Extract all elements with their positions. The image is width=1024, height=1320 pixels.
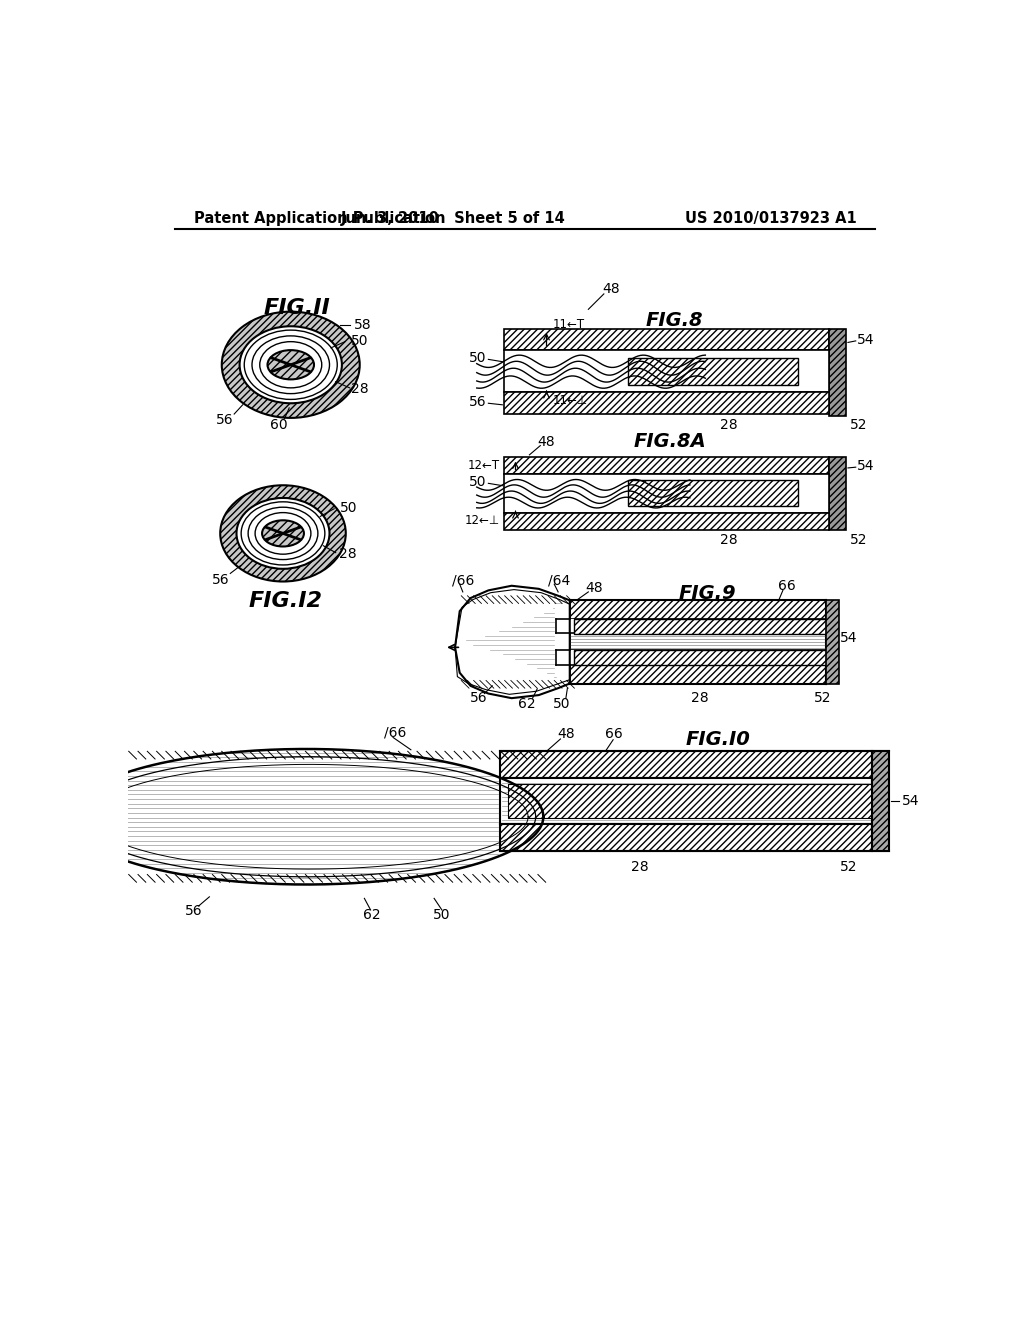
Bar <box>829 457 847 529</box>
Text: 54: 54 <box>901 795 919 808</box>
Text: 66: 66 <box>605 727 623 742</box>
Text: 12←⊥: 12←⊥ <box>465 513 500 527</box>
Text: FIG.I2: FIG.I2 <box>248 591 323 611</box>
Text: 28: 28 <box>720 533 737 548</box>
Bar <box>829 329 847 416</box>
Bar <box>504 329 829 350</box>
Text: 52: 52 <box>840 859 857 874</box>
Ellipse shape <box>240 326 342 404</box>
Text: 62: 62 <box>518 697 536 710</box>
Text: 28: 28 <box>691 692 709 705</box>
Bar <box>504 392 829 414</box>
Text: 66: 66 <box>778 578 796 593</box>
Text: 58: 58 <box>354 318 372 331</box>
Ellipse shape <box>237 498 330 569</box>
Text: FIG.8A: FIG.8A <box>633 432 707 451</box>
Text: Jun. 3, 2010   Sheet 5 of 14: Jun. 3, 2010 Sheet 5 of 14 <box>341 211 566 226</box>
Text: 50: 50 <box>351 334 369 348</box>
Text: 54: 54 <box>840 631 857 645</box>
Bar <box>504 350 829 392</box>
Text: Patent Application Publication: Patent Application Publication <box>194 211 445 226</box>
Bar <box>573 619 825 635</box>
Bar <box>500 751 872 779</box>
Text: 50: 50 <box>433 908 451 923</box>
Bar <box>573 649 825 665</box>
Text: 11←⊥: 11←⊥ <box>553 393 588 407</box>
Bar <box>628 358 799 385</box>
Text: 28: 28 <box>720 418 737 432</box>
Text: US 2010/0137923 A1: US 2010/0137923 A1 <box>685 211 856 226</box>
Ellipse shape <box>267 350 314 379</box>
Bar <box>508 784 872 818</box>
Bar <box>504 457 829 474</box>
Text: 48: 48 <box>538 434 555 449</box>
Text: 54: 54 <box>857 459 874 474</box>
Ellipse shape <box>220 486 346 582</box>
Text: 52: 52 <box>850 533 867 548</box>
Text: FIG.I0: FIG.I0 <box>686 730 751 750</box>
Bar <box>500 825 872 851</box>
Text: 56: 56 <box>469 395 486 409</box>
Bar <box>569 649 825 665</box>
Text: /66: /66 <box>452 573 474 587</box>
Bar <box>504 512 829 529</box>
Text: 60: 60 <box>269 418 287 432</box>
Text: FIG.8: FIG.8 <box>646 310 703 330</box>
Bar <box>569 665 825 684</box>
Text: 50: 50 <box>340 502 357 515</box>
Text: 48: 48 <box>602 282 620 296</box>
Bar <box>628 480 799 507</box>
Polygon shape <box>69 748 544 884</box>
Polygon shape <box>455 586 569 698</box>
Ellipse shape <box>262 520 304 546</box>
Text: 28: 28 <box>339 548 356 561</box>
Text: 56: 56 <box>212 573 229 586</box>
Bar <box>500 779 872 825</box>
Ellipse shape <box>222 312 359 418</box>
Bar <box>569 619 825 632</box>
Text: 50: 50 <box>469 475 486 488</box>
Text: 54: 54 <box>857 333 874 347</box>
Text: 28: 28 <box>351 383 369 396</box>
Text: /64: /64 <box>548 573 570 587</box>
Bar <box>825 599 840 684</box>
Bar <box>872 751 889 851</box>
Text: 56: 56 <box>469 692 487 705</box>
Bar <box>569 632 825 649</box>
Text: 62: 62 <box>364 908 381 923</box>
Text: 52: 52 <box>814 692 831 705</box>
Text: 12←T: 12←T <box>468 459 500 473</box>
Text: 48: 48 <box>557 727 574 742</box>
Bar <box>504 474 829 512</box>
Text: 11←T: 11←T <box>553 318 585 331</box>
Text: FIG.II: FIG.II <box>263 298 331 318</box>
Text: 56: 56 <box>185 904 203 919</box>
Text: 48: 48 <box>585 581 602 595</box>
Text: 50: 50 <box>553 697 570 710</box>
Text: 28: 28 <box>631 859 648 874</box>
Bar <box>569 599 825 619</box>
Text: FIG.9: FIG.9 <box>678 583 736 603</box>
Text: 50: 50 <box>469 351 486 364</box>
Text: 56: 56 <box>216 413 233 428</box>
Text: /66: /66 <box>384 725 407 739</box>
Text: 52: 52 <box>850 418 867 432</box>
